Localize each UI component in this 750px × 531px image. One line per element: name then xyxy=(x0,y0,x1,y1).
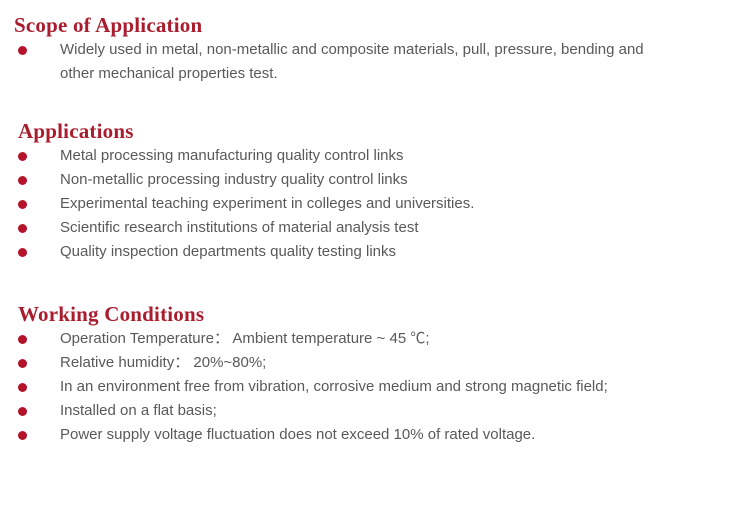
list-item: Quality inspection departments quality t… xyxy=(14,240,750,264)
bullet-icon xyxy=(18,431,27,440)
section-heading-scope-of-application: Scope of Application xyxy=(14,13,203,37)
list-item: Non-metallic processing industry quality… xyxy=(14,168,750,192)
list-item: In an environment free from vibration, c… xyxy=(14,375,750,399)
list-item: Metal processing manufacturing quality c… xyxy=(14,144,750,168)
list-item: Experimental teaching experiment in coll… xyxy=(14,192,750,216)
list-item-text: Operation Temperature： Ambient temperatu… xyxy=(60,330,430,347)
section-heading-working-conditions: Working Conditions xyxy=(18,302,205,326)
section-heading-applications: Applications xyxy=(18,119,134,143)
list-item-text: Metal processing manufacturing quality c… xyxy=(60,147,404,164)
list-item-text: Power supply voltage fluctuation does no… xyxy=(60,426,536,443)
list-item-text: Non-metallic processing industry quality… xyxy=(60,171,408,188)
bullet-icon xyxy=(18,359,27,368)
bullet-icon xyxy=(18,152,27,161)
list-item: Power supply voltage fluctuation does no… xyxy=(14,423,750,447)
list-item: Relative humidity： 20%~80%; xyxy=(14,351,750,375)
bullet-icon xyxy=(18,200,27,209)
bullet-icon xyxy=(18,383,27,392)
list-item: Scientific research institutions of mate… xyxy=(14,216,750,240)
list-item-text: Widely used in metal, non-metallic and c… xyxy=(60,41,644,82)
bullet-icon xyxy=(18,248,27,257)
bullet-icon xyxy=(18,176,27,185)
list-item-text: In an environment free from vibration, c… xyxy=(60,378,608,395)
applications-list: Metal processing manufacturing quality c… xyxy=(14,144,750,264)
list-item-text: Installed on a flat basis; xyxy=(60,402,217,419)
scope-list: Widely used in metal, non-metallic and c… xyxy=(14,38,750,86)
list-item-text: Scientific research institutions of mate… xyxy=(60,219,419,236)
bullet-icon xyxy=(18,224,27,233)
list-item: Operation Temperature： Ambient temperatu… xyxy=(14,327,750,351)
list-item-text: Relative humidity： 20%~80%; xyxy=(60,354,267,371)
bullet-icon xyxy=(18,335,27,344)
list-item: Installed on a flat basis; xyxy=(14,399,750,423)
working-conditions-list: Operation Temperature： Ambient temperatu… xyxy=(14,327,750,447)
list-item-text: Experimental teaching experiment in coll… xyxy=(60,195,475,212)
list-item-text: Quality inspection departments quality t… xyxy=(60,243,397,260)
bullet-icon xyxy=(18,407,27,416)
bullet-icon xyxy=(18,46,27,55)
list-item: Widely used in metal, non-metallic and c… xyxy=(14,38,750,86)
